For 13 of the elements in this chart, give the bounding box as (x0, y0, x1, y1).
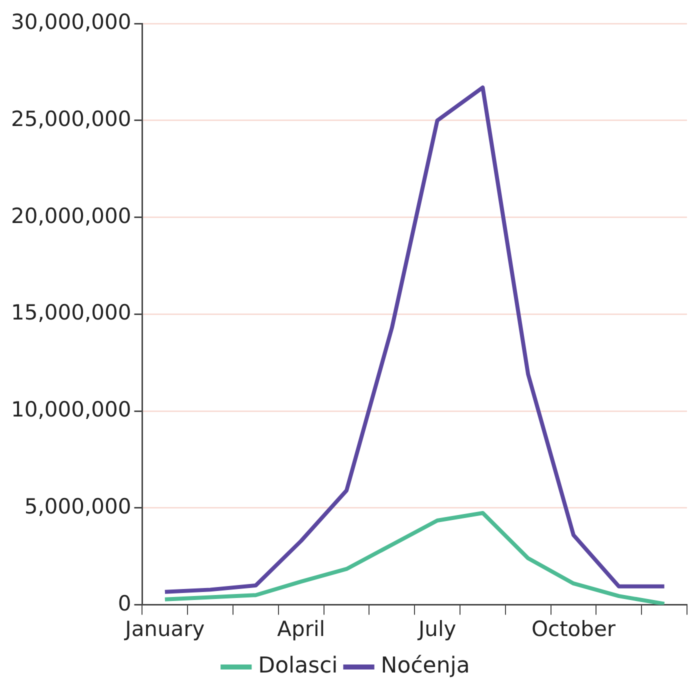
y-tick-label: 5,000,000 (24, 494, 132, 518)
y-tick-label: 25,000,000 (10, 106, 132, 131)
x-tick-label: April (277, 616, 326, 641)
y-tick-label: 10,000,000 (10, 398, 132, 422)
x-tick-label: January (123, 616, 205, 641)
y-tick-label: 30,000,000 (10, 10, 132, 34)
legend-label: Dolasci (258, 654, 338, 679)
y-tick-label: 0 (118, 591, 132, 616)
legend-label: Noćenja (380, 654, 470, 679)
x-tick-label: October (531, 616, 616, 641)
x-tick-label: July (416, 616, 456, 641)
y-tick-label: 15,000,000 (10, 300, 132, 325)
y-tick-label: 20,000,000 (10, 204, 132, 228)
